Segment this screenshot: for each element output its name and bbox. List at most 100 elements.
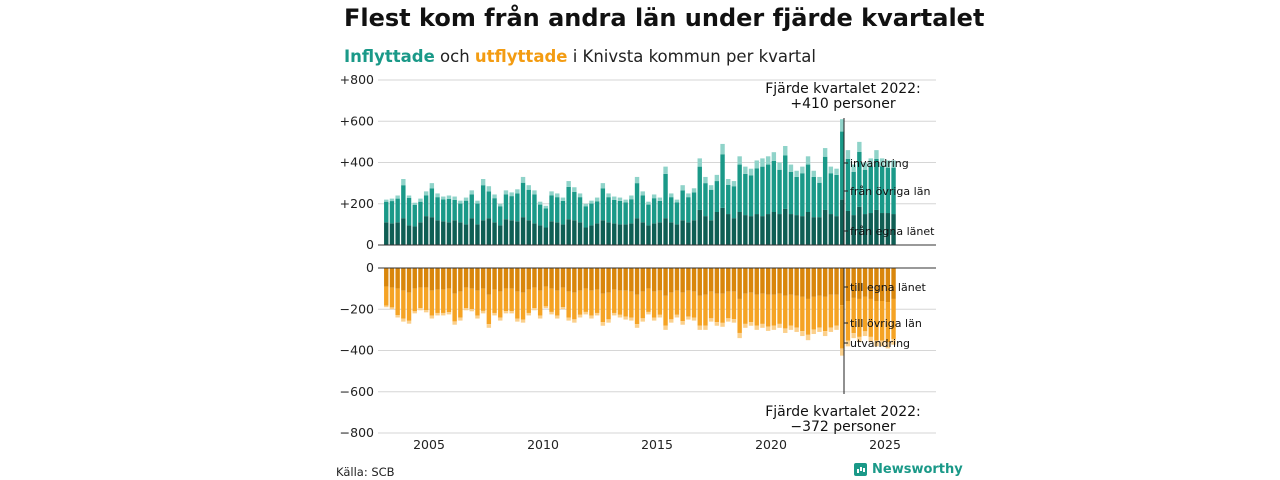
bar-out-other-county bbox=[771, 294, 777, 326]
bar-out-other-county bbox=[515, 291, 520, 319]
bar-in-same-county bbox=[395, 222, 400, 245]
segment-label-out: utvandring bbox=[850, 337, 910, 350]
bar-in-abroad bbox=[748, 168, 754, 176]
bar-in-same-county bbox=[845, 210, 851, 245]
bar-in-same-county bbox=[543, 227, 549, 245]
bar-in-abroad bbox=[811, 170, 816, 177]
bar-out-same-county bbox=[549, 268, 554, 289]
bar-in-abroad bbox=[834, 168, 839, 175]
bar-out-same-county bbox=[669, 268, 674, 293]
bar-in-other-county bbox=[862, 169, 868, 215]
bar-out-same-county bbox=[691, 268, 697, 292]
bar-in-abroad bbox=[708, 185, 714, 190]
bar-out-abroad bbox=[822, 331, 828, 337]
bar-out-abroad bbox=[737, 332, 742, 339]
bar-out-same-county bbox=[463, 268, 469, 288]
bar-out-abroad bbox=[446, 312, 452, 315]
bar-out-same-county bbox=[760, 268, 765, 294]
bar-out-abroad bbox=[794, 327, 799, 332]
bar-in-other-county bbox=[503, 194, 509, 220]
bar-in-abroad bbox=[617, 197, 623, 201]
bar-in-other-county bbox=[874, 158, 879, 210]
bar-in-abroad bbox=[845, 150, 851, 159]
bar-out-abroad bbox=[549, 311, 554, 315]
bar-out-other-county bbox=[646, 288, 651, 312]
bar-in-other-county bbox=[743, 173, 748, 216]
bar-in-abroad bbox=[651, 194, 657, 199]
bar-in-abroad bbox=[498, 203, 503, 207]
bar-out-other-county bbox=[526, 289, 531, 313]
bar-out-abroad bbox=[697, 325, 702, 330]
bar-in-same-county bbox=[743, 215, 748, 245]
subtitle-rest: i Knivsta kommun per kvartal bbox=[567, 47, 816, 66]
bar-in-other-county bbox=[458, 203, 463, 223]
bar-out-same-county bbox=[406, 268, 412, 293]
bar-out-abroad bbox=[480, 310, 486, 314]
bar-in-abroad bbox=[560, 197, 566, 201]
bar-out-abroad bbox=[555, 315, 560, 319]
bar-out-same-county bbox=[475, 268, 480, 291]
bar-out-same-county bbox=[651, 268, 657, 292]
bar-out-abroad bbox=[566, 317, 571, 321]
bar-in-abroad bbox=[674, 199, 680, 203]
bar-in-other-county bbox=[669, 197, 674, 223]
bar-out-same-county bbox=[840, 268, 845, 306]
bar-in-same-county bbox=[423, 216, 429, 245]
bar-out-same-county bbox=[509, 268, 514, 289]
bar-in-other-county bbox=[828, 173, 834, 215]
bar-out-same-county bbox=[663, 268, 668, 296]
bar-in-abroad bbox=[423, 191, 429, 196]
bar-in-other-county bbox=[737, 164, 742, 212]
bar-in-abroad bbox=[743, 166, 748, 174]
bar-in-same-county bbox=[526, 220, 531, 245]
bar-out-abroad bbox=[537, 315, 543, 319]
bar-out-same-county bbox=[503, 268, 509, 289]
bar-out-other-county bbox=[874, 301, 879, 341]
bar-in-abroad bbox=[509, 192, 514, 197]
bar-out-other-county bbox=[714, 293, 720, 323]
bar-in-same-county bbox=[714, 212, 720, 245]
bar-out-same-county bbox=[817, 268, 822, 296]
bar-out-abroad bbox=[503, 311, 509, 314]
bar-in-other-county bbox=[663, 173, 668, 219]
bar-out-same-county bbox=[726, 268, 731, 292]
bar-out-other-county bbox=[651, 291, 657, 318]
bar-in-other-county bbox=[817, 182, 822, 218]
bar-in-abroad bbox=[555, 193, 560, 198]
bar-out-abroad bbox=[463, 308, 469, 311]
bar-out-abroad bbox=[714, 322, 720, 326]
bar-in-abroad bbox=[537, 201, 543, 205]
bar-out-same-county bbox=[418, 268, 423, 288]
bar-in-other-county bbox=[708, 189, 714, 221]
bar-in-other-county bbox=[748, 175, 754, 217]
bar-in-abroad bbox=[828, 166, 834, 174]
bar-out-abroad bbox=[851, 333, 856, 339]
bar-out-same-county bbox=[657, 268, 663, 291]
bar-out-same-county bbox=[748, 268, 754, 293]
bar-out-other-county bbox=[879, 301, 885, 341]
bar-out-abroad bbox=[441, 312, 446, 316]
bar-out-other-county bbox=[674, 290, 680, 315]
bar-in-other-county bbox=[566, 186, 571, 220]
bar-in-abroad bbox=[412, 202, 417, 205]
bar-out-same-county bbox=[629, 268, 634, 292]
bar-out-other-county bbox=[537, 290, 543, 316]
bar-in-abroad bbox=[475, 200, 480, 204]
bar-out-same-county bbox=[532, 268, 537, 288]
bar-in-same-county bbox=[811, 217, 816, 245]
bar-out-other-county bbox=[480, 288, 486, 311]
bar-out-other-county bbox=[503, 288, 509, 312]
bar-out-other-county bbox=[600, 293, 606, 323]
bar-in-abroad bbox=[697, 158, 702, 167]
bar-in-abroad bbox=[663, 166, 668, 174]
bar-in-same-county bbox=[680, 220, 685, 245]
x-tick-label: 2020 bbox=[755, 437, 787, 452]
bar-out-other-county bbox=[441, 289, 446, 313]
bar-out-abroad bbox=[395, 315, 400, 318]
bar-in-other-county bbox=[697, 166, 702, 210]
bar-in-abroad bbox=[634, 176, 640, 184]
annotation-out-line1: Fjärde kvartalet 2022: bbox=[765, 404, 921, 420]
bar-in-same-county bbox=[623, 224, 628, 245]
bar-in-abroad bbox=[429, 183, 435, 189]
